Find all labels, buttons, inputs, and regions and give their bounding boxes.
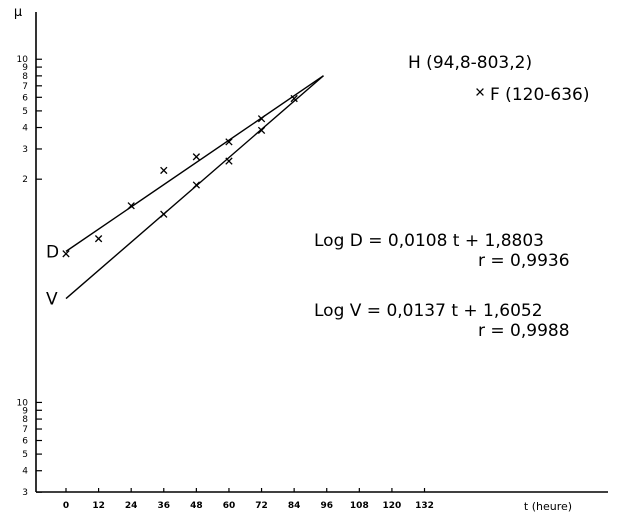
x-tick-label: 96 [320,501,333,511]
x-tick-label: 36 [158,501,171,511]
y-tick-label: 4 [22,467,28,477]
data-points [62,94,298,258]
data-point-d [160,166,168,175]
x-tick-label: 108 [350,501,369,511]
annotation-h: H (94,8-803,2) [408,53,532,73]
data-point-d [94,235,103,243]
x-tick-label: 60 [223,501,236,511]
y-tick-label: 7 [22,425,28,435]
x-tick-label: 132 [415,501,434,511]
x-axis-label: t (heure) [524,500,572,513]
r-value-d: r = 0,9936 [478,251,570,271]
data-point-d [225,138,233,146]
y-tick-label: 8 [22,72,28,82]
y-tick-label: 9 [22,63,28,73]
point-stroke [225,138,233,146]
x-tick-label: 12 [92,501,105,511]
y-tick-label: 5 [22,450,28,460]
y-tick-label: 7 [22,82,28,92]
x-tick-label: 120 [383,501,402,511]
y-tick-label: 6 [22,437,28,447]
y-tick-label: 10 [17,398,29,408]
x-tick-label: 0 [63,501,69,511]
point-stroke [160,166,168,175]
point-stroke [192,153,201,161]
y-tick-label: 8 [22,415,28,425]
series-label-v: V [46,290,58,310]
x-tick-label: 72 [255,501,268,511]
data-point-d [257,115,266,123]
data-point-d [127,202,135,210]
x-tick-label: 84 [288,501,301,511]
annotation-f: F (120-636) [490,85,589,105]
x-tick-label: 24 [125,501,138,511]
point-stroke [127,202,135,210]
y-tick-label: 2 [22,175,28,185]
point-stroke [225,157,233,165]
point-stroke [62,250,70,258]
fit-line-d [65,75,324,252]
data-point-v [290,94,298,103]
y-tick-label: 3 [22,488,28,498]
y-tick-label: 9 [22,406,28,416]
data-point-v [225,157,233,165]
series-label-d: D [46,242,59,262]
point-stroke [257,115,266,123]
chart-labels: μ t (heure) D V H (94,8-803,2) F (120-636) Log… [14,5,590,513]
point-stroke [160,210,168,218]
point-stroke [290,94,298,103]
equation-v: Log V = 0,0137 t + 1,6052 [314,301,543,321]
y-tick-label: 5 [22,107,28,117]
point-stroke [94,235,103,243]
r-value-v: r = 0,9988 [478,321,570,341]
point-stroke [476,88,484,96]
data-point-v [192,181,201,189]
y-axis-label: μ [14,5,22,20]
y-tick-label: 6 [22,93,28,103]
y-tick-label: 4 [22,124,28,134]
data-point-d [192,153,201,161]
point-stroke [192,181,201,189]
y-tick-label: 10 [17,55,29,65]
x-tick-label: 48 [190,501,203,511]
point-stroke [257,126,266,135]
data-point-v [160,210,168,218]
data-point-v [257,126,266,135]
ticks: 0 12 24 36 48 60 72 84 96 108 120 13234567891023456… [17,55,434,511]
data-point-d [62,250,70,258]
equation-d: Log D = 0,0108 t + 1,8803 [314,231,544,251]
annotation-f-marker [476,88,484,96]
y-tick-label: 3 [22,145,28,155]
